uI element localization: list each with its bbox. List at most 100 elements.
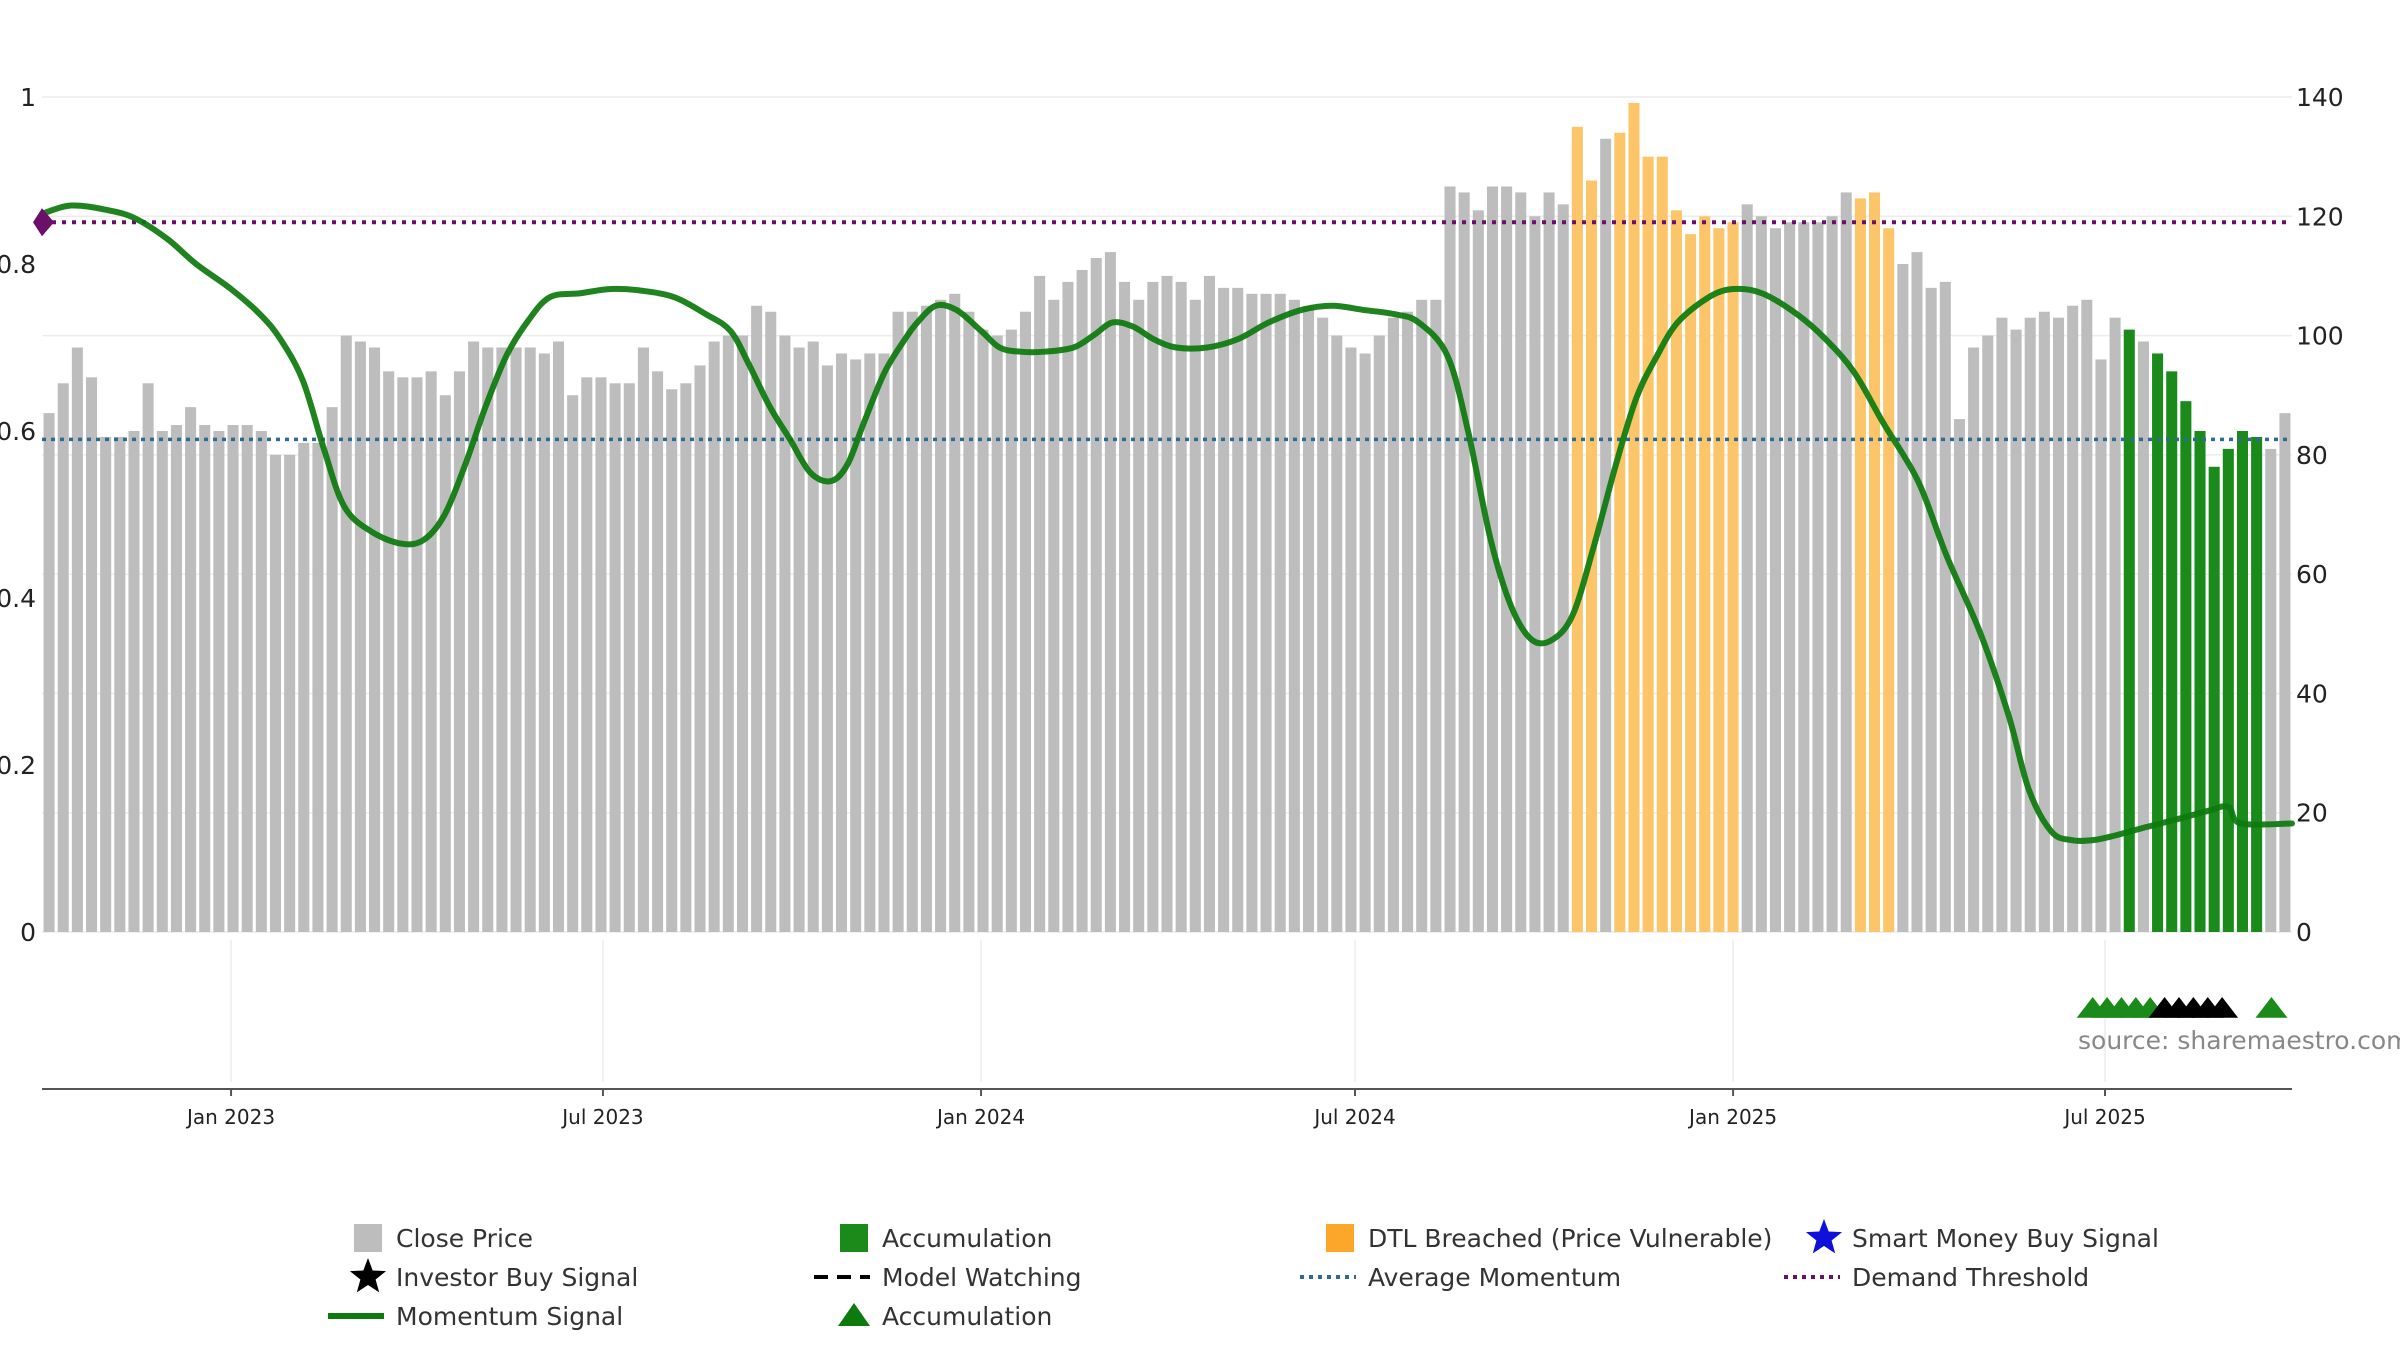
bar-close-price [1133, 299, 1145, 932]
bar-close-price [680, 383, 692, 932]
bar-close-price [736, 335, 748, 932]
bar-close-price [1840, 192, 1852, 932]
bar-close-price [100, 436, 112, 932]
legend-label: Average Momentum [1368, 1263, 1621, 1292]
bar-close-price [991, 335, 1003, 932]
bar-close-price [920, 305, 932, 932]
accumulation-marker [2255, 997, 2288, 1018]
bar-close-price [1232, 287, 1244, 932]
bar-close-price [1826, 216, 1838, 933]
bar-close-price [1727, 222, 1739, 932]
bar-close-price [595, 377, 607, 932]
bar-close-price [2166, 371, 2178, 932]
legend-label: Close Price [396, 1224, 533, 1253]
bar-close-price [199, 425, 211, 932]
bar-close-price [1005, 329, 1017, 932]
bar-close-price [892, 311, 904, 933]
legend-item: Momentum Signal [328, 1302, 623, 1331]
right-axis-tick-label: 20 [2296, 799, 2328, 828]
bar-close-price [227, 425, 239, 932]
bar-close-price [935, 299, 947, 932]
bar-close-price [1670, 210, 1682, 932]
right-axis-tick-label: 40 [2296, 679, 2328, 708]
bar-close-price [1359, 353, 1371, 933]
legend-item: Demand Threshold [1784, 1263, 2089, 1292]
markers-layer [2076, 997, 2288, 1018]
bar-close-price [2236, 431, 2248, 932]
legend-swatch [354, 1224, 382, 1252]
bar-close-price [652, 371, 664, 932]
bar-close-price [510, 347, 522, 932]
bar-close-price [567, 395, 579, 933]
bar-close-price [1034, 275, 1046, 932]
bar-close-price [1741, 204, 1753, 933]
left-axis-tick-label: 0.6 [0, 417, 36, 446]
bar-close-price [2081, 299, 2093, 932]
bar-close-price [482, 347, 494, 932]
bar-close-price [1784, 222, 1796, 932]
bar-close-price [751, 305, 763, 932]
bar-close-price [1557, 204, 1569, 933]
bar-close-price [340, 335, 352, 932]
bars-layer [43, 102, 2291, 933]
bar-close-price [1614, 132, 1626, 933]
bar-close-price [666, 389, 678, 932]
bar-close-price [1571, 126, 1583, 932]
legend-item: Average Momentum [1300, 1263, 1621, 1292]
bar-close-price [1147, 281, 1159, 932]
bar-close-price [1387, 317, 1399, 932]
x-axis-tick-label: Jul 2024 [1312, 1105, 1395, 1129]
x-axis-tick-label: Jan 2024 [935, 1105, 1025, 1129]
bar-close-price [708, 341, 720, 932]
bar-close-price [496, 347, 508, 932]
bar-close-price [1175, 281, 1187, 932]
bar-close-price [1897, 264, 1909, 932]
bar-close-price [1486, 186, 1498, 932]
bar-close-price [397, 377, 409, 932]
bar-close-price [269, 454, 282, 932]
bar-close-price [2152, 353, 2164, 933]
bar-close-price [1883, 228, 1895, 932]
bar-close-price [298, 442, 310, 932]
bar-close-price [1019, 311, 1032, 933]
bar-close-price [1869, 192, 1881, 932]
bar-close-price [86, 377, 98, 932]
bar-close-price [1104, 252, 1116, 932]
bar-close-price [1189, 299, 1201, 932]
bar-close-price [1812, 222, 1824, 932]
legend-item: Smart Money Buy Signal [1805, 1219, 2159, 1254]
bar-close-price [1288, 299, 1300, 932]
left-axis-tick-label: 1 [20, 83, 36, 112]
bar-close-price [43, 413, 55, 932]
bar-close-price [1345, 347, 1357, 932]
bar-close-price [850, 359, 862, 932]
bar-close-price [1911, 252, 1923, 932]
bar-close-price [637, 347, 649, 932]
bar-close-price [2095, 359, 2107, 932]
legend-label: Smart Money Buy Signal [1852, 1224, 2159, 1253]
x-axis-tick-label: Jan 2023 [185, 1105, 275, 1129]
left-axis-tick-label: 0.2 [0, 751, 36, 780]
bar-close-price [1416, 299, 1428, 932]
legend-label: Momentum Signal [396, 1302, 623, 1331]
bar-close-price [524, 347, 536, 932]
bar-close-price [1713, 228, 1725, 932]
bar-close-price [185, 407, 197, 932]
bar-close-price [326, 407, 338, 932]
bar-close-price [1260, 293, 1272, 932]
bar-close-price [2194, 431, 2206, 932]
bar-close-price [1600, 138, 1612, 932]
bar-close-price [425, 371, 437, 932]
bar-close-price [1331, 335, 1343, 932]
bar-close-price [1430, 299, 1442, 932]
bar-close-price [2137, 341, 2149, 932]
bar-close-price [312, 442, 324, 932]
bar-close-price [1444, 186, 1456, 932]
legend-swatch [840, 1224, 868, 1252]
legend-label: DTL Breached (Price Vulnerable) [1368, 1224, 1772, 1253]
bar-close-price [284, 454, 296, 932]
bar-close-price [2109, 317, 2121, 932]
bar-close-price [1769, 228, 1782, 932]
right-axis-tick-label: 120 [2296, 202, 2344, 231]
bar-close-price [765, 311, 777, 933]
